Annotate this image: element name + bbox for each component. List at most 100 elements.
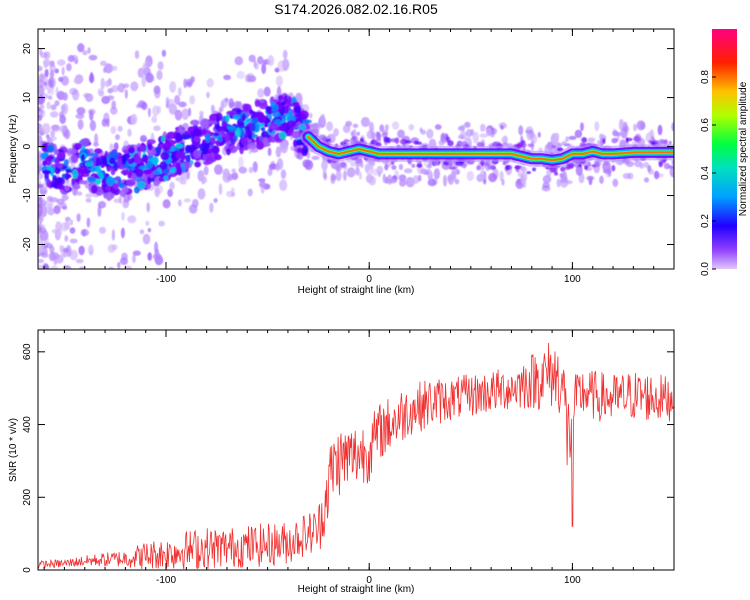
spectrogram-noise-blob [560,177,565,184]
spectrogram-noise-blob [103,67,107,73]
spectrogram-noise-blob [85,193,93,198]
spectrogram-noise-blob [49,197,59,203]
spectrogram-noise-blob [45,134,50,139]
spectrogram-noise-blob [38,84,45,96]
spectrogram-ridge-blob [170,155,178,162]
spectrogram-ridge-blob [201,118,210,128]
spectrogram-noise-blob [59,244,63,253]
spectrogram-noise-blob [249,148,259,153]
spectrogram-noise-blob [197,188,206,200]
spectrogram-band-noise [552,167,558,173]
spectrogram-noise-blob [485,127,493,137]
spectrogram-ridge-blob [184,161,190,170]
spectrogram-ridge-blob [101,183,107,188]
spectrogram-ridge-blob [280,109,285,116]
spectrogram-ridge-blob [137,180,146,190]
spectrogram-band-noise [578,163,583,168]
spectrogram-ytick-label: -20 [22,237,33,252]
snr-line-series [38,342,674,570]
spectrogram-noise-blob [356,131,360,136]
spectrogram-ridge-blob [283,105,290,114]
spectrogram-band-noise [603,161,610,166]
spectrogram-noise-blob [114,280,121,288]
spectrogram-band-noise [564,143,571,147]
spectrogram-band-noise [384,163,389,171]
spectrogram-noise-blob [576,130,581,137]
spectrogram-ridge-blob [225,114,230,123]
spectrogram-noise-blob [65,274,73,283]
spectrogram-noise-blob [412,175,420,184]
spectrogram-noise-blob [472,131,479,144]
spectrogram-noise-blob [142,233,151,245]
spectrogram-band-noise [671,159,674,166]
spectrogram-band-noise [556,142,563,147]
spectrogram-noise-blob [69,87,78,95]
spectrogram-ridge-blob [202,147,209,155]
spectrogram-ridge-band-4 [307,135,674,162]
spectrogram-noise-blob [599,175,604,184]
spectrogram-ridge-blob [106,176,115,186]
spectrogram-noise-blob [336,165,342,172]
spectrogram-ridge-blob [41,143,49,149]
spectrogram-noise-blob [476,165,481,171]
spectrogram-noise-blob [387,174,393,185]
spectrogram-noise-blob [397,129,405,139]
spectrogram-noise-blob [145,220,150,226]
spectrogram-noise-blob [247,75,257,83]
spectrogram-noise-blob [38,196,43,209]
spectrogram-ridge-blob [70,154,78,164]
spectrogram-noise-blob [568,135,577,140]
spectrogram-band-noise [574,162,579,168]
spectrogram-noise-blob [87,47,91,54]
spectrogram-ridge-blob [298,124,307,131]
spectrogram-noise-blob [111,65,118,71]
spectrogram-ridge-blob [265,106,273,112]
spectrogram-noise-blob [124,281,131,291]
spectrogram-ridge-blob [139,144,146,152]
spectrogram-noise-blob [360,116,370,128]
spectrogram-noise-blob [69,238,78,244]
spectrogram-noise-blob [61,66,65,76]
spectrogram-noise-blob [115,134,120,141]
spectrogram-noise-blob [375,131,381,138]
spectrogram-ridge-blob [211,146,220,153]
spectrogram-noise-blob [38,65,43,72]
spectrogram-band-noise [351,135,356,141]
spectrogram-noise-blob [261,63,267,75]
spectrogram-ridge-blob [296,147,304,153]
spectrogram-noise-blob [38,217,44,223]
spectrogram-ridge-blob [194,161,202,168]
spectrogram-ridge-blob [134,156,142,164]
spectrogram-band-noise [411,163,416,168]
spectrogram-band-noise [405,140,412,144]
spectrogram-band-noise [487,165,495,170]
colorbar-tick-label: 0.0 [700,262,711,276]
spectrogram-ridge-blob [80,153,86,162]
spectrogram-noise-blob [542,182,550,189]
spectrogram-noise-blob [542,175,552,184]
spectrogram-noise-blob [153,125,161,131]
spectrogram-band-noise [594,161,600,167]
spectrogram-noise-blob [346,167,356,178]
spectrogram-noise-blob [85,198,92,203]
spectrogram-band-noise [526,171,531,175]
snr-xtick-label: -100 [156,575,176,586]
spectrogram-ridge-blob [205,156,214,165]
spectrogram-noise-blob [59,202,67,209]
spectrogram-band-noise [448,166,456,170]
spectrogram-ridge-blob [146,176,152,185]
spectrogram-noise-blob [53,205,61,215]
spectrogram-noise-blob [136,269,143,279]
spectrogram-ridge-blob [54,157,60,167]
spectrogram-noise-blob [612,130,619,137]
spectrogram-ridge-blob [160,151,170,161]
spectrogram-noise-blob [326,121,333,132]
spectrogram-noise-blob [89,109,94,121]
spectrogram-band-noise [663,162,671,170]
spectrogram-noise-blob [408,124,415,131]
spectrogram-noise-blob [38,122,42,134]
spectrogram-noise-blob [69,227,76,234]
spectrogram-noise-blob [154,184,163,194]
spectrogram-noise-blob [345,120,353,127]
spectrogram-noise-blob [75,258,84,264]
